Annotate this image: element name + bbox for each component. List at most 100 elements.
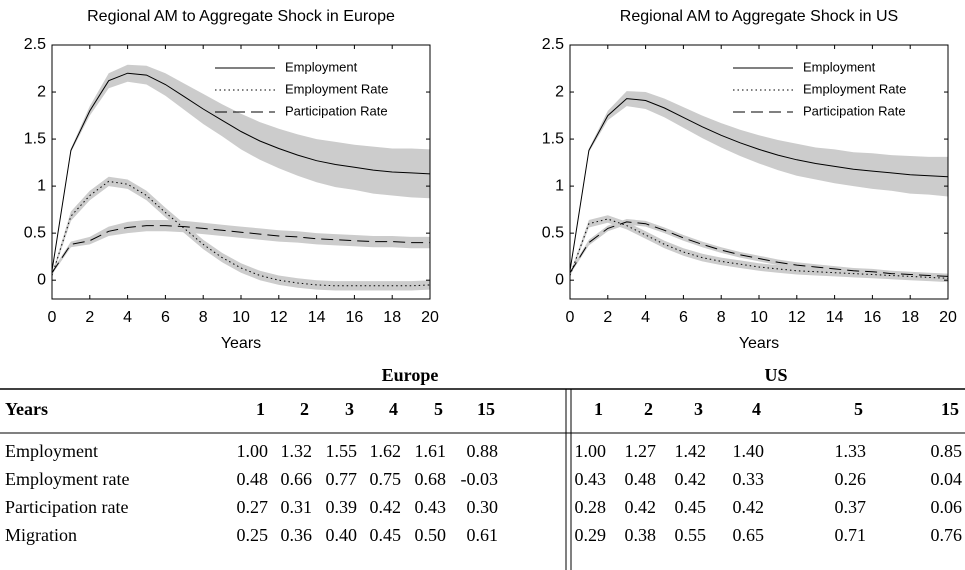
confidence-band (52, 220, 430, 275)
cell: 0.38 (625, 525, 657, 545)
y-tick-label: 2.5 (24, 36, 46, 53)
x-tick-label: 8 (717, 309, 726, 326)
confidence-band (570, 219, 948, 280)
cell: 1.62 (370, 441, 402, 461)
y-tick-label: 0 (555, 271, 564, 288)
cell: 0.28 (575, 497, 607, 517)
group-heading: US (764, 365, 787, 385)
header-cell: 2 (300, 399, 309, 419)
cell: 0.26 (835, 469, 867, 489)
x-tick-label: 0 (48, 309, 57, 326)
y-tick-label: 0.5 (542, 224, 564, 241)
cell: 0.42 (675, 469, 707, 489)
cell: 0.25 (237, 525, 269, 545)
cell: 0.71 (835, 525, 867, 545)
confidence-band (52, 176, 430, 291)
x-tick-label: 12 (270, 309, 288, 326)
cell: 0.65 (733, 525, 765, 545)
header-cell: 1 (256, 399, 265, 419)
cell: 0.29 (575, 525, 607, 545)
cell: 0.77 (326, 469, 358, 489)
cell: 0.48 (625, 469, 657, 489)
cell: 0.27 (237, 497, 269, 517)
y-tick-label: 2 (555, 83, 564, 100)
confidence-band (570, 91, 948, 271)
x-tick-label: 6 (161, 309, 170, 326)
cell: 0.04 (931, 469, 963, 489)
cell: 1.42 (675, 441, 707, 461)
chart-title: Regional AM to Aggregate Shock in Europe (87, 8, 395, 25)
x-tick-label: 0 (566, 309, 575, 326)
cell: 0.88 (467, 441, 499, 461)
x-tick-label: 16 (346, 309, 364, 326)
cell: 0.42 (625, 497, 657, 517)
row-label: Migration (5, 525, 77, 545)
cell: 1.40 (733, 441, 765, 461)
cell: 0.75 (370, 469, 402, 489)
cell: 0.31 (281, 497, 313, 517)
table-rules (0, 388, 965, 570)
x-axis-label: Years (739, 335, 779, 352)
y-tick-label: 1 (555, 177, 564, 194)
y-tick-label: 1.5 (24, 130, 46, 147)
x-tick-label: 2 (85, 309, 94, 326)
cell: 1.32 (281, 441, 313, 461)
x-tick-label: 6 (679, 309, 688, 326)
series-line (569, 218, 949, 279)
cell: 0.43 (415, 497, 447, 517)
row-label: Participation rate (5, 497, 128, 517)
cell: 0.66 (281, 469, 313, 489)
legend-label: Employment (803, 59, 876, 74)
header-cell: 5 (854, 399, 863, 419)
header-cell: 4 (752, 399, 761, 419)
cell: 0.50 (415, 525, 447, 545)
x-tick-label: 4 (641, 309, 650, 326)
y-tick-label: 0.5 (24, 224, 46, 241)
header-cell: 4 (389, 399, 398, 419)
series-line (51, 72, 431, 271)
x-tick-label: 4 (123, 309, 132, 326)
header-cell: 3 (694, 399, 703, 419)
cell: 0.37 (835, 497, 867, 517)
cell: 0.85 (931, 441, 963, 461)
header-cell: 5 (434, 399, 443, 419)
cell: 1.00 (575, 441, 607, 461)
cell: 0.61 (467, 525, 499, 545)
header-cell: 15 (477, 399, 495, 419)
legend-label: Participation Rate (285, 103, 388, 118)
x-tick-label: 16 (864, 309, 882, 326)
cell: 0.39 (326, 497, 358, 517)
cell: 0.45 (675, 497, 707, 517)
cell: 0.68 (415, 469, 447, 489)
cell: 0.06 (931, 497, 963, 517)
row-label: Employment rate (5, 469, 129, 489)
row-label: Employment (5, 441, 98, 461)
y-tick-label: 0 (37, 271, 46, 288)
legend-label: Employment Rate (285, 81, 388, 96)
header-cell: 3 (345, 399, 354, 419)
series-line (569, 98, 949, 271)
cell: 1.33 (835, 441, 867, 461)
line-chart: Regional AM to Aggregate Shock in US Year… (542, 8, 957, 352)
line-chart: Regional AM to Aggregate Shock in Europe… (24, 8, 439, 352)
y-tick-label: 2.5 (542, 36, 564, 53)
cell: 0.48 (237, 469, 269, 489)
x-tick-label: 12 (788, 309, 806, 326)
x-tick-label: 10 (232, 309, 250, 326)
x-tick-label: 20 (421, 309, 439, 326)
y-tick-label: 2 (37, 83, 46, 100)
cell: 0.30 (467, 497, 499, 517)
cell: 1.61 (415, 441, 447, 461)
legend-label: Participation Rate (803, 103, 906, 118)
cell: 0.55 (675, 525, 707, 545)
cell: 0.40 (326, 525, 358, 545)
cell: 1.27 (625, 441, 657, 461)
x-tick-label: 2 (603, 309, 612, 326)
cell: 0.43 (575, 469, 607, 489)
header-cell: 15 (941, 399, 959, 419)
legend-label: Employment (285, 59, 358, 74)
cell: 1.55 (326, 441, 358, 461)
x-tick-label: 20 (939, 309, 957, 326)
cell: 1.00 (237, 441, 269, 461)
